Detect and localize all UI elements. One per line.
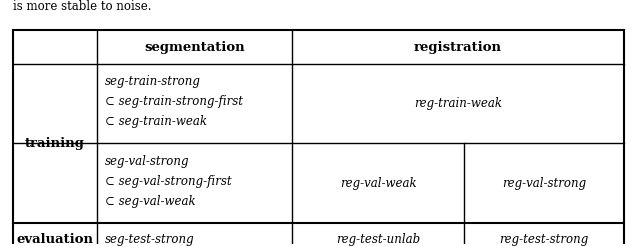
- Text: ⊂ seg-val-weak: ⊂ seg-val-weak: [105, 195, 195, 208]
- Text: seg-train-strong: seg-train-strong: [105, 75, 201, 88]
- Text: seg-val-strong: seg-val-strong: [105, 155, 189, 168]
- Text: training: training: [25, 137, 85, 150]
- Text: is more stable to noise.: is more stable to noise.: [13, 0, 151, 13]
- Text: ⊂ seg-train-weak: ⊂ seg-train-weak: [105, 115, 207, 128]
- Text: ⊂ seg-val-strong-first: ⊂ seg-val-strong-first: [105, 175, 232, 188]
- Text: reg-val-strong: reg-val-strong: [502, 177, 586, 190]
- Text: reg-test-strong: reg-test-strong: [500, 233, 589, 246]
- Text: seg-test-strong: seg-test-strong: [105, 233, 195, 246]
- Text: evaluation: evaluation: [17, 233, 93, 246]
- Text: reg-val-weak: reg-val-weak: [340, 177, 417, 190]
- Text: reg-train-weak: reg-train-weak: [414, 97, 502, 110]
- Text: segmentation: segmentation: [144, 41, 245, 54]
- Text: ⊂ seg-train-strong-first: ⊂ seg-train-strong-first: [105, 95, 243, 108]
- Text: registration: registration: [414, 41, 502, 54]
- Text: reg-test-unlab: reg-test-unlab: [336, 233, 420, 246]
